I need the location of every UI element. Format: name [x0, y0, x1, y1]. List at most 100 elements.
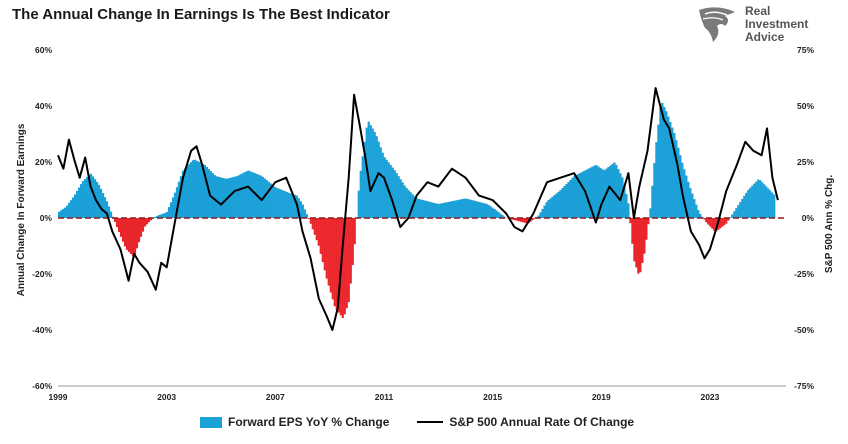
eps-bar	[361, 156, 364, 218]
eps-bar	[309, 218, 312, 224]
eps-bar	[599, 167, 602, 218]
eps-bar	[193, 159, 197, 218]
y-left-tick-label: -20%	[32, 269, 52, 279]
eps-bar	[403, 185, 406, 218]
eps-bar	[771, 192, 774, 218]
eps-bar	[697, 210, 700, 218]
eps-bar	[283, 191, 286, 218]
eps-bar	[65, 205, 69, 218]
eps-bar	[473, 200, 476, 218]
eps-bar	[687, 181, 690, 218]
sp500-line-layer	[57, 87, 779, 331]
eps-bar	[301, 204, 304, 218]
eps-bar	[755, 181, 758, 218]
eps-bar	[761, 182, 764, 218]
y-right-tick-label: 0%	[802, 213, 815, 223]
eps-bar	[441, 203, 444, 218]
eps-bar	[271, 185, 274, 218]
eps-bar	[259, 175, 262, 218]
eps-bar	[637, 218, 640, 274]
eps-bar	[129, 218, 133, 254]
eps-bar	[491, 207, 494, 218]
eps-bar	[733, 211, 736, 218]
eps-bar	[689, 187, 692, 218]
legend-label-sp500: S&P 500 Annual Rate Of Change	[449, 415, 635, 429]
eps-bar	[553, 195, 556, 218]
eps-bar	[581, 171, 584, 218]
eps-bar	[449, 201, 452, 218]
eps-bar	[195, 160, 199, 218]
eps-bar	[389, 164, 392, 218]
eps-bar	[211, 173, 215, 218]
eps-bar	[705, 218, 708, 223]
chart-title: The Annual Change In Earnings Is The Bes…	[12, 6, 390, 23]
axes-layer: 60% 40% 20% 0% -20% -40% -60% 75% 50% 25% 0% -25% -5…	[16, 45, 835, 402]
eps-bar	[751, 185, 754, 218]
eps-bar	[249, 171, 252, 218]
eps-bar	[357, 190, 360, 218]
eps-bar	[575, 174, 578, 218]
eps-bar	[383, 157, 386, 218]
x-tick-label: 2011	[375, 392, 394, 402]
eps-bar	[395, 173, 398, 218]
eps-bar	[531, 218, 534, 221]
eps-bar	[213, 175, 217, 218]
x-tick-label: 2003	[157, 392, 176, 402]
y-left-tick-label: -60%	[32, 381, 52, 391]
eps-bar	[73, 194, 77, 218]
eps-bar	[253, 173, 256, 218]
eps-bar	[413, 196, 416, 218]
eps-bar	[353, 218, 356, 245]
eps-bar	[215, 176, 219, 218]
eps-bar	[347, 218, 350, 303]
eps-bar	[735, 208, 738, 218]
eps-bar	[313, 218, 316, 235]
brand-logo: Real Investment Advice	[695, 4, 845, 46]
eps-bar	[563, 186, 566, 218]
eps-bar	[671, 127, 674, 218]
eps-bar	[105, 201, 109, 218]
eps-bar	[63, 207, 67, 218]
eps-bar	[235, 176, 238, 218]
eps-bar	[247, 170, 250, 218]
eps-bar	[391, 167, 394, 218]
eps-bar	[87, 174, 91, 218]
eps-bar	[119, 218, 123, 237]
eps-bar	[125, 218, 129, 250]
eps-bar	[723, 218, 726, 226]
eps-bar	[60, 210, 63, 218]
eps-bar	[75, 191, 79, 218]
eps-bar	[62, 208, 65, 218]
eps-bar	[565, 183, 568, 218]
eps-bar	[533, 218, 536, 219]
eps-bar	[763, 184, 766, 218]
eps-bar	[289, 193, 292, 218]
eps-bar	[143, 218, 147, 227]
eps-bar	[239, 174, 242, 218]
eps-bar	[627, 203, 630, 218]
eps-bar	[399, 179, 402, 218]
eps-bar	[651, 185, 654, 218]
eps-bar	[217, 176, 221, 218]
eps-bar	[99, 188, 103, 218]
eps-bar	[379, 147, 382, 218]
eps-bar	[445, 202, 448, 218]
eps-bar	[595, 165, 598, 218]
eps-bar	[145, 218, 149, 225]
eps-bar	[189, 162, 193, 218]
eps-bar	[265, 180, 268, 218]
eps-bar	[427, 201, 430, 218]
eps-bar	[715, 218, 718, 232]
eps-bar	[429, 202, 432, 218]
eps-bar	[561, 188, 564, 218]
eps-bar	[329, 218, 332, 293]
eps-bar	[469, 199, 472, 218]
y-right-axis-title: S&P 500 Ann % Chg.	[824, 175, 835, 274]
eps-bar	[727, 218, 730, 221]
eps-bar	[555, 193, 558, 218]
eps-bar	[437, 203, 440, 218]
eps-bar	[501, 215, 504, 218]
eps-bar	[609, 165, 612, 218]
eps-bar	[275, 187, 278, 218]
eps-bar	[171, 197, 175, 218]
